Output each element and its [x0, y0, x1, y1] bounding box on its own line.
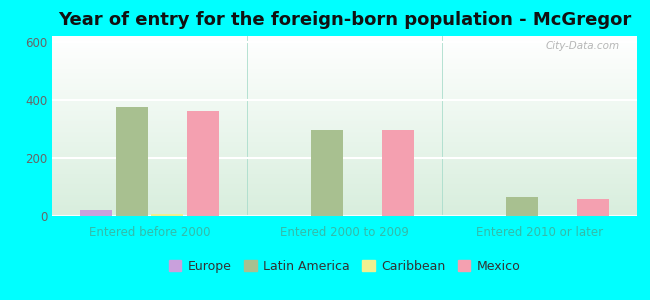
Bar [311, 130, 343, 216]
Bar [577, 199, 609, 216]
Bar [506, 197, 538, 216]
Bar [151, 214, 183, 216]
Title: Year of entry for the foreign-born population - McGregor: Year of entry for the foreign-born popul… [58, 11, 631, 29]
Bar [80, 210, 112, 216]
Text: City-Data.com: City-Data.com [545, 41, 619, 51]
Bar [116, 107, 148, 216]
Bar [382, 130, 414, 216]
Bar [187, 112, 219, 216]
Legend: Europe, Latin America, Caribbean, Mexico: Europe, Latin America, Caribbean, Mexico [164, 255, 525, 278]
